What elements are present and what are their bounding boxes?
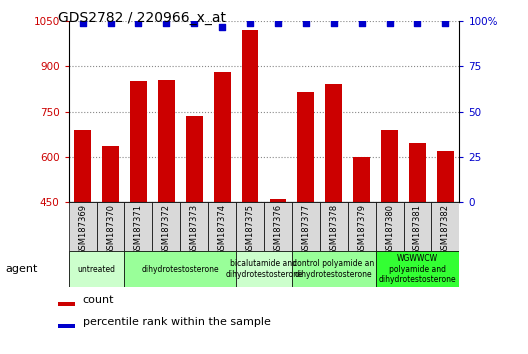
Bar <box>264 202 292 251</box>
Point <box>78 20 87 26</box>
Text: GSM187373: GSM187373 <box>190 204 199 255</box>
Bar <box>58 302 74 306</box>
Bar <box>375 251 459 287</box>
Bar <box>325 84 342 202</box>
Text: GDS2782 / 220966_x_at: GDS2782 / 220966_x_at <box>58 11 226 25</box>
Bar <box>58 324 74 328</box>
Text: bicalutamide and
dihydrotestosterone: bicalutamide and dihydrotestosterone <box>225 259 303 279</box>
Bar <box>214 73 231 202</box>
Text: untreated: untreated <box>78 264 116 274</box>
Text: GSM187376: GSM187376 <box>274 204 282 255</box>
Bar <box>292 202 320 251</box>
Bar <box>236 251 292 287</box>
Point <box>357 20 366 26</box>
Bar <box>348 202 375 251</box>
Bar <box>208 202 236 251</box>
Bar <box>74 130 91 202</box>
Text: percentile rank within the sample: percentile rank within the sample <box>83 317 271 327</box>
Point <box>190 20 199 26</box>
Bar <box>242 30 258 202</box>
Text: GSM187381: GSM187381 <box>413 204 422 255</box>
Bar <box>102 146 119 202</box>
Text: control polyamide an
dihydrotestosterone: control polyamide an dihydrotestosterone <box>293 259 374 279</box>
Text: GSM187372: GSM187372 <box>162 204 171 255</box>
Bar <box>186 116 203 202</box>
Bar <box>320 202 348 251</box>
Text: GSM187377: GSM187377 <box>301 204 310 255</box>
Text: GSM187378: GSM187378 <box>329 204 338 255</box>
Point <box>441 20 450 26</box>
Bar <box>437 151 454 202</box>
Point <box>218 24 227 29</box>
Text: GSM187375: GSM187375 <box>246 204 254 255</box>
Bar <box>403 202 431 251</box>
Text: GSM187369: GSM187369 <box>78 204 87 255</box>
Bar <box>431 202 459 251</box>
Bar <box>375 202 403 251</box>
Bar <box>97 202 125 251</box>
Bar <box>69 202 97 251</box>
Text: GSM187382: GSM187382 <box>441 204 450 255</box>
Point <box>329 20 338 26</box>
Bar <box>180 202 208 251</box>
Bar <box>236 202 264 251</box>
Point <box>246 20 254 26</box>
Bar <box>297 92 314 202</box>
Point <box>274 20 282 26</box>
Text: agent: agent <box>5 264 37 274</box>
Text: dihydrotestosterone: dihydrotestosterone <box>142 264 219 274</box>
Point <box>162 20 171 26</box>
Text: GSM187374: GSM187374 <box>218 204 227 255</box>
Polygon shape <box>43 264 61 274</box>
Bar <box>130 81 147 202</box>
Bar <box>353 156 370 202</box>
Bar <box>125 202 153 251</box>
Text: count: count <box>83 295 114 305</box>
Bar <box>409 143 426 202</box>
Bar <box>158 80 175 202</box>
Bar <box>381 130 398 202</box>
Point <box>301 20 310 26</box>
Text: WGWWCW
polyamide and
dihydrotestosterone: WGWWCW polyamide and dihydrotestosterone <box>379 254 456 284</box>
Point <box>134 20 143 26</box>
Point <box>413 20 422 26</box>
Bar <box>69 251 125 287</box>
Bar <box>125 251 236 287</box>
Point <box>106 20 115 26</box>
Text: GSM187380: GSM187380 <box>385 204 394 255</box>
Text: GSM187371: GSM187371 <box>134 204 143 255</box>
Text: GSM187370: GSM187370 <box>106 204 115 255</box>
Bar <box>270 199 286 202</box>
Bar <box>292 251 375 287</box>
Point <box>385 20 394 26</box>
Text: GSM187379: GSM187379 <box>357 204 366 255</box>
Bar <box>153 202 180 251</box>
